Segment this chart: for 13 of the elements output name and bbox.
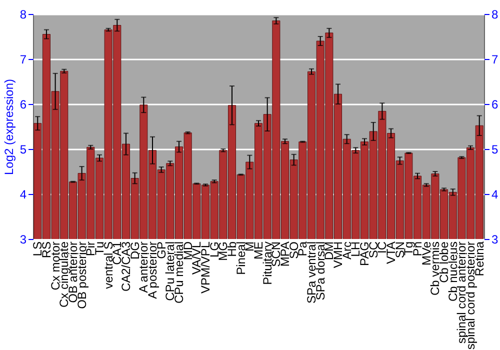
y2-tick-label: 7	[492, 52, 498, 66]
y-tick-label: 5	[20, 142, 27, 156]
y-tick-label: 7	[20, 52, 27, 66]
y-tick-label: 3	[20, 232, 27, 246]
y2-tick-label: 4	[492, 188, 498, 202]
y2-tick-label: 5	[492, 142, 498, 156]
y-tick-label: 4	[20, 188, 27, 202]
y-axis-title: Log2 (expression)	[2, 78, 16, 176]
y2-tick-label: 6	[492, 98, 498, 112]
y2-tick-label: 3	[492, 232, 498, 246]
y2-tick-label: 8	[492, 8, 498, 22]
y-tick-label: 6	[20, 98, 27, 112]
y-tick-label: 8	[20, 8, 27, 22]
